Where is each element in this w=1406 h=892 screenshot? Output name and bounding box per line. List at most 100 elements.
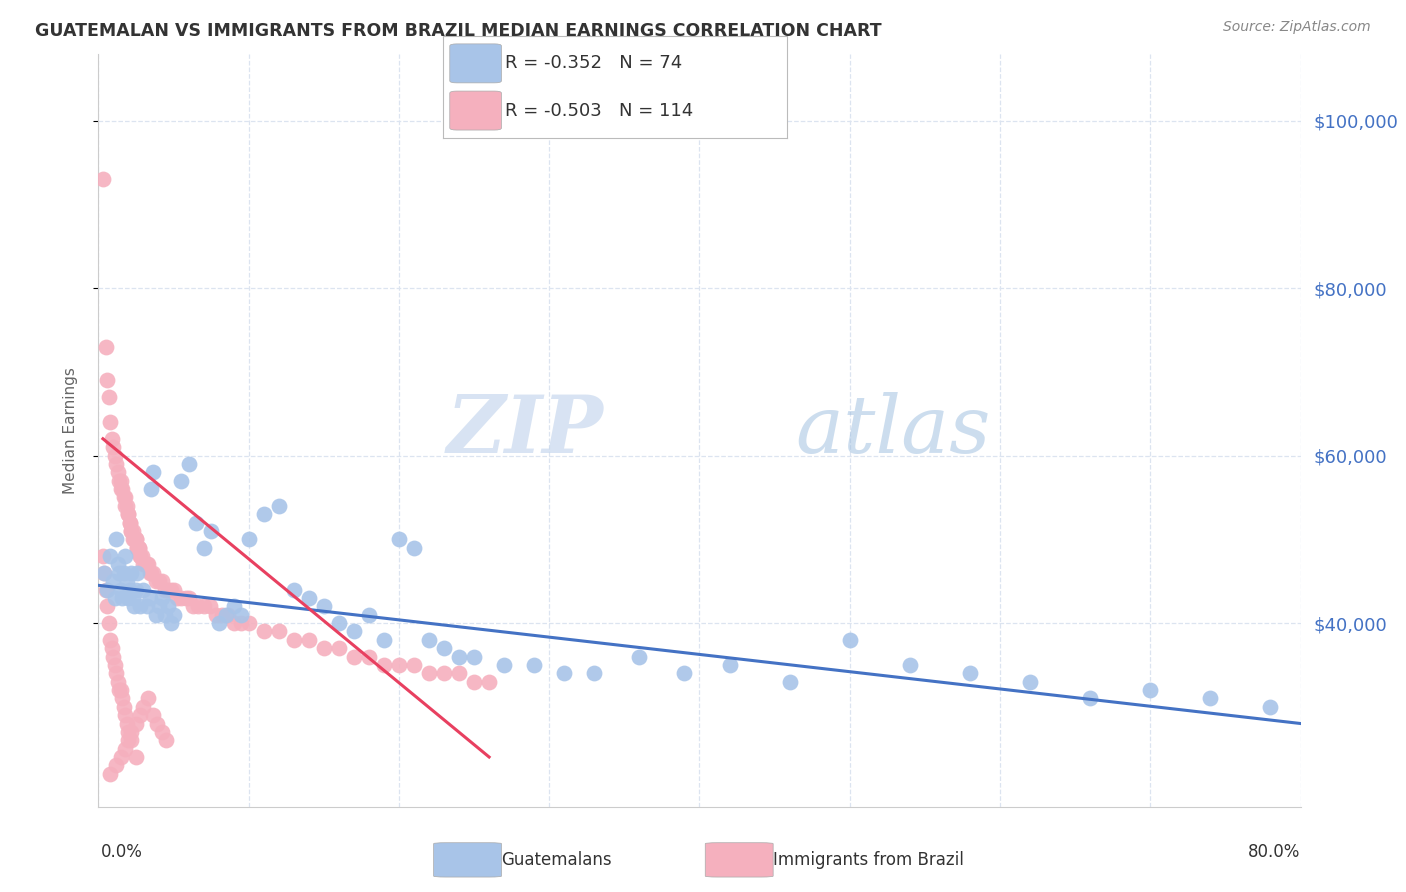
- Point: [107, 465, 129, 479]
- Point: [433, 641, 456, 656]
- Point: [96, 582, 118, 597]
- Point: [328, 615, 350, 630]
- Point: [177, 457, 200, 471]
- Point: [162, 582, 184, 597]
- Point: [187, 599, 209, 614]
- Point: [100, 415, 122, 429]
- Point: [388, 657, 411, 672]
- Point: [100, 632, 122, 647]
- Point: [1078, 691, 1101, 706]
- Point: [136, 558, 159, 572]
- Point: [101, 432, 124, 446]
- Point: [478, 674, 501, 689]
- Point: [111, 691, 134, 706]
- Point: [222, 615, 245, 630]
- Point: [129, 708, 152, 723]
- Text: Immigrants from Brazil: Immigrants from Brazil: [773, 851, 965, 869]
- Text: R = -0.352   N = 74: R = -0.352 N = 74: [505, 54, 682, 72]
- Point: [117, 507, 139, 521]
- Point: [312, 599, 335, 614]
- Point: [129, 549, 152, 563]
- Point: [373, 657, 395, 672]
- Point: [231, 607, 253, 622]
- Point: [118, 516, 141, 530]
- Point: [177, 591, 200, 605]
- Point: [103, 574, 125, 589]
- Point: [127, 566, 149, 580]
- Point: [141, 708, 163, 723]
- FancyBboxPatch shape: [450, 44, 502, 83]
- Point: [121, 724, 143, 739]
- Point: [208, 615, 231, 630]
- Point: [283, 582, 305, 597]
- Point: [145, 607, 167, 622]
- Point: [447, 649, 470, 664]
- Point: [117, 591, 139, 605]
- Point: [122, 533, 145, 547]
- Point: [105, 666, 128, 681]
- Point: [328, 641, 350, 656]
- Point: [121, 524, 143, 538]
- Point: [94, 340, 117, 354]
- Point: [402, 657, 425, 672]
- Point: [433, 666, 456, 681]
- Point: [141, 566, 163, 580]
- Point: [418, 632, 440, 647]
- Point: [125, 716, 148, 731]
- Point: [125, 533, 148, 547]
- Point: [253, 624, 276, 639]
- Point: [134, 558, 156, 572]
- Point: [898, 657, 921, 672]
- FancyBboxPatch shape: [706, 843, 773, 877]
- Point: [838, 632, 860, 647]
- Point: [283, 632, 305, 647]
- Point: [156, 599, 179, 614]
- Point: [121, 566, 143, 580]
- Point: [155, 733, 177, 747]
- Point: [115, 716, 138, 731]
- Point: [117, 733, 139, 747]
- Point: [110, 683, 132, 698]
- Point: [193, 541, 215, 555]
- Text: 0.0%: 0.0%: [101, 843, 143, 861]
- Point: [136, 691, 159, 706]
- Point: [97, 615, 120, 630]
- Point: [127, 541, 149, 555]
- Point: [100, 766, 122, 780]
- Point: [162, 607, 184, 622]
- Point: [628, 649, 651, 664]
- Point: [184, 516, 207, 530]
- Point: [193, 599, 215, 614]
- Point: [108, 566, 131, 580]
- Point: [204, 607, 226, 622]
- Point: [463, 649, 485, 664]
- Point: [108, 683, 131, 698]
- Point: [104, 591, 127, 605]
- Point: [122, 591, 145, 605]
- Point: [100, 549, 122, 563]
- Text: atlas: atlas: [796, 392, 991, 469]
- Point: [267, 499, 290, 513]
- Point: [93, 566, 115, 580]
- Point: [159, 615, 181, 630]
- Point: [583, 666, 606, 681]
- Point: [298, 591, 321, 605]
- Point: [112, 699, 135, 714]
- Text: Source: ZipAtlas.com: Source: ZipAtlas.com: [1223, 20, 1371, 34]
- Point: [779, 674, 801, 689]
- Point: [357, 607, 380, 622]
- Point: [217, 607, 239, 622]
- Point: [718, 657, 741, 672]
- Text: Guatemalans: Guatemalans: [502, 851, 612, 869]
- Point: [148, 574, 170, 589]
- Point: [114, 499, 136, 513]
- Point: [114, 741, 136, 756]
- Point: [125, 533, 148, 547]
- Point: [150, 724, 173, 739]
- Point: [107, 674, 129, 689]
- Point: [135, 599, 157, 614]
- Point: [125, 750, 148, 764]
- Point: [357, 649, 380, 664]
- Point: [402, 541, 425, 555]
- Point: [298, 632, 321, 647]
